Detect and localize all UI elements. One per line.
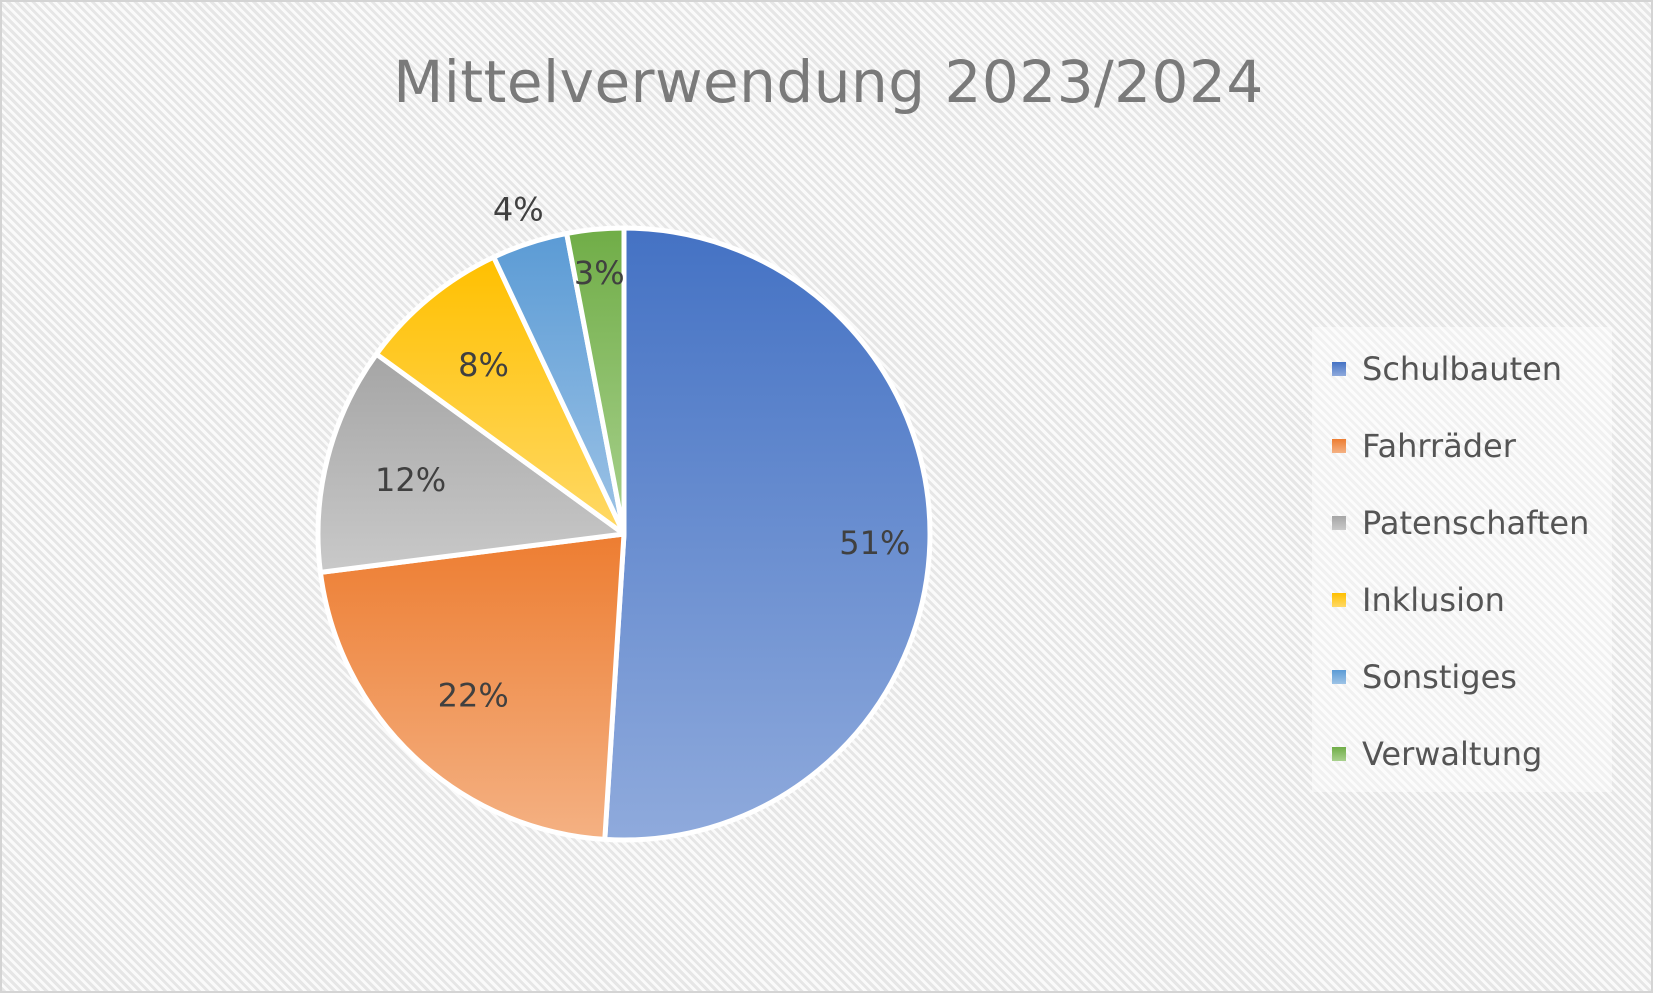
legend-swatch-icon (1332, 516, 1346, 530)
legend-swatch-icon (1332, 439, 1346, 453)
data-label: 3% (574, 254, 625, 292)
legend-item-patenschaften[interactable]: Patenschaften (1332, 503, 1589, 543)
data-label: 12% (375, 461, 446, 499)
legend-label: Sonstiges (1362, 658, 1517, 696)
pie-slice-patenschaften[interactable] (315, 351, 627, 575)
legend-swatch-icon (1332, 362, 1346, 376)
pie-data-labels: 51% 22% 12% 8% 4% 3% (375, 191, 910, 715)
legend-item-sonstiges[interactable]: Sonstiges (1332, 657, 1517, 697)
pie-slice-inklusion[interactable] (373, 254, 627, 537)
legend-swatch-icon (1332, 670, 1346, 684)
pie-slice-schulbauten[interactable] (602, 225, 933, 843)
data-label: 8% (458, 346, 509, 384)
data-label: 51% (839, 524, 910, 562)
legend-item-verwaltung[interactable]: Verwaltung (1332, 734, 1542, 774)
chart-title: Mittelverwendung 2023/2024 (393, 48, 1264, 116)
legend-swatch-icon (1332, 593, 1346, 607)
pie-slice-fahrräder[interactable] (317, 531, 627, 842)
legend-item-fahrraeder[interactable]: Fahrräder (1332, 426, 1516, 466)
pie-slices (315, 225, 933, 843)
legend-swatch-icon (1332, 747, 1346, 761)
legend-label: Inklusion (1362, 581, 1505, 619)
legend-label: Fahrräder (1362, 427, 1516, 465)
legend: Schulbauten Fahrräder Patenschaften Inkl… (1312, 327, 1612, 792)
legend-label: Verwaltung (1362, 735, 1543, 773)
data-label: 4% (493, 191, 544, 229)
legend-label: Patenschaften (1362, 504, 1590, 542)
data-label: 22% (438, 677, 509, 715)
legend-item-inklusion[interactable]: Inklusion (1332, 580, 1505, 620)
legend-item-schulbauten[interactable]: Schulbauten (1332, 349, 1562, 389)
pie-slice-verwaltung[interactable] (564, 225, 627, 537)
legend-label: Schulbauten (1362, 350, 1563, 388)
